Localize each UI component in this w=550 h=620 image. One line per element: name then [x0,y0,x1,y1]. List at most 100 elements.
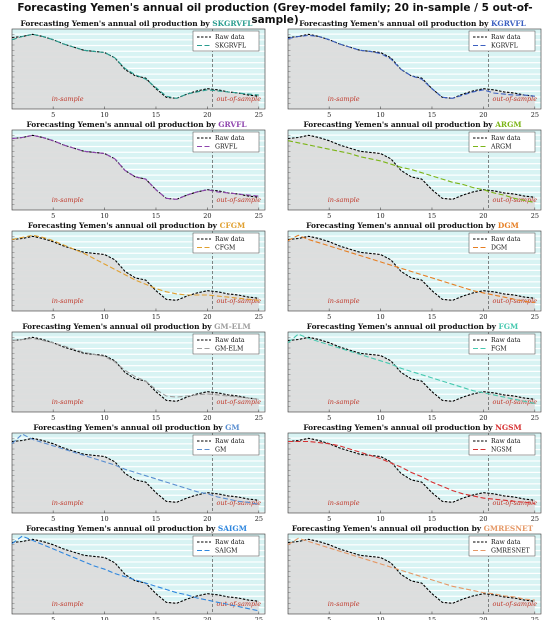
x-tick-label: 5 [327,313,331,321]
x-tick-label: 20 [479,313,487,321]
x-tick-label: 5 [51,212,55,220]
chart-title-model: GMRESNET [484,524,534,533]
background-band [12,231,265,236]
background-band [288,130,541,135]
x-tick-label: 25 [255,111,263,119]
legend-label-model: GRVFL [215,144,237,151]
chart-title-model: SAIGM [218,524,247,533]
in-sample-label: in-sample [328,499,360,507]
background-band [12,467,265,472]
background-band [12,63,265,68]
chart-panel-gm: Forecasting Yemen's annual oil productio… [11,423,266,523]
x-tick-label: 10 [376,616,384,620]
chart-title-model: KGRVFL [491,19,527,28]
background-band [12,372,265,377]
chart-title: Forecasting Yemen's annual oil productio… [26,524,247,533]
in-sample-label: in-sample [52,196,84,204]
background-band [288,343,541,348]
chart-title: Forecasting Yemen's annual oil productio… [303,423,521,432]
in-sample-label: in-sample [328,95,360,103]
area-fill [288,236,535,311]
chart-title-model: CFGM [220,221,246,230]
legend-label-model: FGM [491,346,507,353]
x-tick-label: 25 [255,212,263,220]
model-line [287,537,535,601]
chart-title-prefix: Forecasting Yemen's annual oil productio… [33,423,225,432]
background-band [12,539,265,545]
out-of-sample-label: out-of-sample [492,600,537,608]
axes-frame [11,533,266,615]
background-band [12,46,265,51]
out-of-sample-label: out-of-sample [492,499,537,507]
legend-label-raw: Raw data [491,135,521,142]
chart-title: Forecasting Yemen's annual oil productio… [303,120,521,129]
background-band [288,574,541,579]
background-band [288,455,541,461]
chart-title-model: GM-ELM [214,322,251,331]
background-band [12,40,265,45]
axes-frame [287,230,542,312]
chart-panel-ngsm: Forecasting Yemen's annual oil productio… [287,423,542,523]
x-tick-label: 10 [376,414,384,422]
background-band [12,349,265,354]
x-tick-label: 15 [152,313,160,321]
axes-frame [11,432,266,514]
background-band [12,455,265,461]
chart-panel-dgm: Forecasting Yemen's annual oil productio… [287,221,542,321]
background-band [12,152,265,158]
x-tick-label: 10 [376,515,384,523]
legend-label-raw: Raw data [215,539,245,546]
in-sample-label: in-sample [52,95,84,103]
background-band [12,534,265,539]
background-band [12,461,265,467]
x-tick-label: 20 [203,515,211,523]
x-tick-label: 10 [100,313,108,321]
x-tick-label: 20 [203,414,211,422]
x-tick-label: 5 [51,515,55,523]
model-line [288,440,535,504]
background-band [12,438,265,444]
raw-data-line [11,538,259,604]
background-band [288,141,541,146]
background-band [12,562,265,568]
background-band [288,46,541,51]
background-band [12,34,265,40]
chart-panel-saigm: Forecasting Yemen's annual oil productio… [11,524,266,620]
axes-frame [287,432,542,514]
x-tick-label: 5 [327,414,331,422]
chart-title: Forecasting Yemen's annual oil productio… [307,322,519,331]
legend-label-model: CFGM [215,245,236,252]
legend-label-raw: Raw data [491,539,521,546]
background-band [288,63,541,68]
model-line [287,234,535,304]
background-band [12,29,265,34]
model-line [287,333,535,405]
out-of-sample-label: out-of-sample [216,196,261,204]
out-of-sample-label: out-of-sample [492,297,537,305]
background-band [12,433,265,438]
x-tick-label: 15 [152,212,160,220]
area-fill [288,539,535,614]
x-tick-label: 10 [100,414,108,422]
background-band [288,51,541,57]
x-tick-label: 15 [152,111,160,119]
x-tick-label: 10 [376,313,384,321]
chart-title-model: NGSM [495,423,522,432]
x-tick-label: 20 [479,515,487,523]
background-band [288,253,541,259]
chart-title-prefix: Forecasting Yemen's annual oil productio… [22,322,214,331]
background-band [288,152,541,158]
model-line [287,34,535,99]
chart-title-prefix: Forecasting Yemen's annual oil productio… [299,19,491,28]
legend-label-raw: Raw data [215,337,245,344]
background-band [288,236,541,242]
model-line [11,433,259,506]
x-tick-label: 25 [531,212,539,220]
axes-frame [11,28,266,110]
raw-data-line [287,336,535,402]
x-tick-label: 10 [100,212,108,220]
background-band [288,568,541,573]
background-band [288,135,541,141]
axes-frame [287,533,542,615]
